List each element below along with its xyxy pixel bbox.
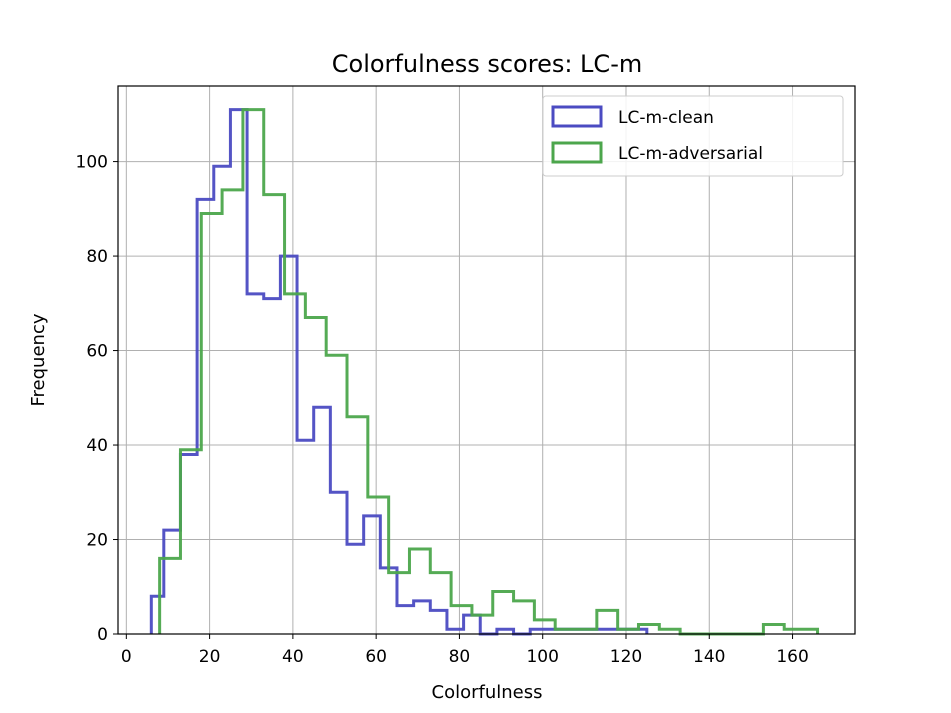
x-tick-label: 20 bbox=[199, 647, 221, 667]
axis-ticks: 0 20 40 60 80 100 120 140 160 0 20 40 60 80 100 bbox=[76, 153, 809, 667]
x-tick-label: 160 bbox=[776, 647, 808, 667]
legend: LC-m-clean LC-m-adversarial bbox=[542, 95, 844, 177]
y-tick-label: 0 bbox=[97, 625, 108, 645]
legend-swatch bbox=[551, 141, 603, 164]
legend-label: LC-m-adversarial bbox=[618, 144, 763, 164]
y-tick-label: 80 bbox=[86, 247, 108, 267]
plot-frame bbox=[117, 85, 856, 635]
y-axis-label: Frequency bbox=[28, 313, 49, 406]
x-tick-label: 140 bbox=[693, 647, 725, 667]
x-axis-label: Colorfulness bbox=[432, 682, 543, 703]
x-tick-label: 120 bbox=[610, 647, 642, 667]
x-tick-label: 100 bbox=[526, 647, 558, 667]
x-tick-label: 60 bbox=[365, 647, 387, 667]
y-tick-label: 40 bbox=[86, 436, 108, 456]
legend-label: LC-m-clean bbox=[618, 108, 714, 128]
y-tick-label: 20 bbox=[86, 531, 108, 551]
histogram-series-0 bbox=[149, 108, 649, 636]
histogram-series-1 bbox=[158, 108, 820, 636]
legend-box bbox=[542, 95, 844, 177]
y-tick-label: 100 bbox=[76, 153, 108, 173]
legend-swatch bbox=[551, 105, 603, 128]
chart-title: Colorfulness scores: LC-m bbox=[332, 50, 642, 78]
x-tick-label: 40 bbox=[282, 647, 304, 667]
x-tick-label: 0 bbox=[121, 647, 132, 667]
series-layer bbox=[149, 108, 820, 636]
y-tick-label: 60 bbox=[86, 342, 108, 362]
x-tick-label: 80 bbox=[449, 647, 471, 667]
grid-lines bbox=[118, 86, 855, 635]
